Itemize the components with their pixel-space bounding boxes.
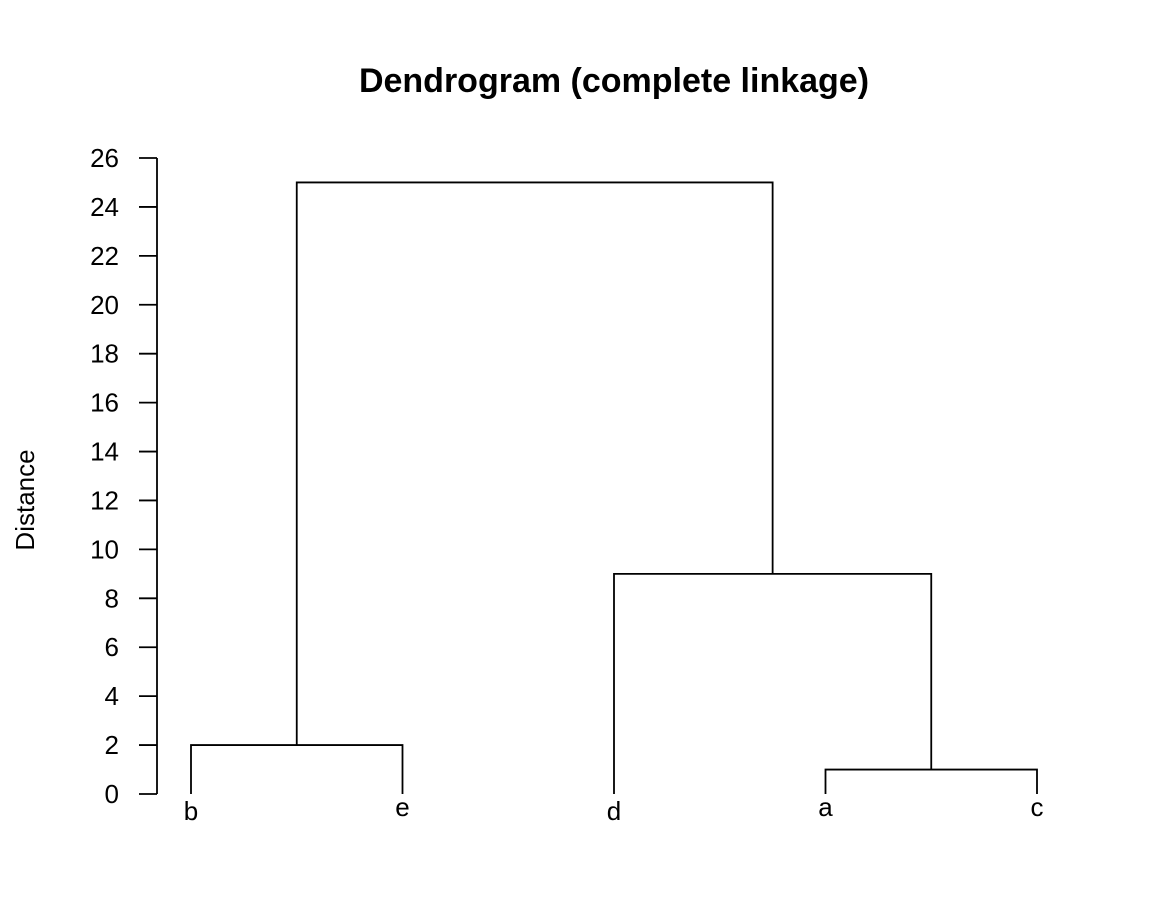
y-tick-label: 24 xyxy=(90,192,119,222)
y-tick-label: 8 xyxy=(105,583,119,613)
leaf-label: c xyxy=(1031,792,1044,822)
y-tick-label: 10 xyxy=(90,534,119,564)
leaf-label: a xyxy=(818,792,833,822)
dendrogram-branch xyxy=(613,572,933,794)
leaf-label: e xyxy=(395,792,409,822)
y-tick-label: 2 xyxy=(105,730,119,760)
dendrogram-branch xyxy=(190,744,404,794)
dendrogram-branch xyxy=(824,768,1038,794)
y-tick-label: 20 xyxy=(90,290,119,320)
leaf-label: b xyxy=(184,796,198,826)
y-tick-label: 4 xyxy=(105,681,119,711)
y-tick-label: 22 xyxy=(90,241,119,271)
y-tick-label: 14 xyxy=(90,437,119,467)
y-tick-label: 16 xyxy=(90,388,119,418)
chart-title: Dendrogram (complete linkage) xyxy=(359,62,869,100)
leaf-label: d xyxy=(607,796,621,826)
y-tick-label: 26 xyxy=(90,143,119,173)
dendrogram-branches xyxy=(190,181,1038,794)
y-tick-label: 18 xyxy=(90,339,119,369)
y-axis-label: Distance xyxy=(10,449,40,550)
y-tick-label: 12 xyxy=(90,485,119,515)
dendrogram-branch xyxy=(295,181,774,746)
y-tick-label: 0 xyxy=(105,779,119,809)
y-tick-label: 6 xyxy=(105,632,119,662)
